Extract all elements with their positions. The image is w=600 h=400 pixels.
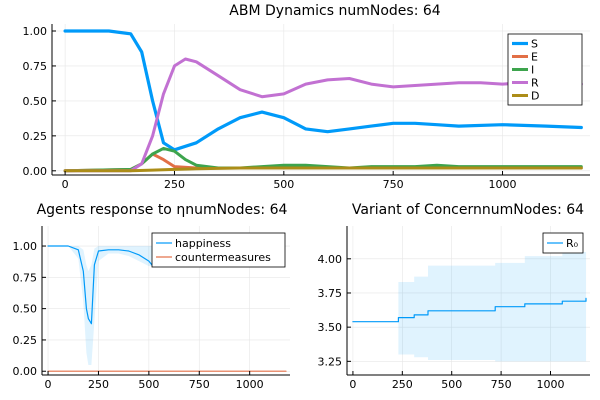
- variant-of-concern-grid: [347, 226, 590, 375]
- p1-y-tick-label-0: 0.00: [23, 165, 48, 178]
- p2-legend-label-happiness: happiness: [175, 237, 231, 250]
- p2-happiness-line: [47, 245, 154, 325]
- p3-x-tick-label-0: 0: [349, 378, 356, 391]
- agents-response-band: [48, 246, 153, 365]
- p3-y-tick-label-2: 3.75: [318, 287, 343, 300]
- p1-legend-label-s: S: [531, 38, 538, 51]
- p3-x-tick-label-1: 250: [392, 378, 413, 391]
- abm-dynamics-title: ABM Dynamics numNodes: 64: [229, 3, 440, 19]
- p1-y-tick-label-2: 0.50: [23, 95, 48, 108]
- agents-response-title: Agents response to ηnumNodes: 64: [37, 202, 288, 218]
- p3-x-tick-label-2: 500: [441, 378, 462, 391]
- p2-x-tick-label-2: 500: [138, 378, 159, 391]
- p1-x-tick-label-3: 750: [383, 178, 404, 191]
- p1-s-line: [63, 29, 583, 152]
- p2-legend-box: [151, 232, 286, 268]
- p3-r-band: [398, 251, 587, 362]
- p2-y-tick-label-1: 0.25: [13, 334, 38, 347]
- p3-r-line: [352, 297, 587, 323]
- p2-y-tick-label-2: 0.50: [13, 303, 38, 316]
- abm-dynamics-panel: ABM Dynamics numNodes: 64 0 250 500 750 1000…: [23, 3, 590, 191]
- p2-y-tick-label-4: 1.00: [13, 240, 38, 253]
- p3-x-tick-label-3: 750: [491, 378, 512, 391]
- p1-d-line: [63, 166, 583, 173]
- variant-of-concern-title: Variant of ConcernnumNodes: 64: [352, 202, 584, 218]
- agents-response-axes: 0 250 500 750 1000 0.00 0.25 0.50 0.75 1.00: [13, 226, 290, 391]
- p3-y-tick-label-3: 4.00: [318, 253, 343, 266]
- agents-response-panel: Agents response to ηnumNodes: 64 0 250 500…: [13, 202, 290, 391]
- p2-x-tick-label-3: 750: [189, 378, 210, 391]
- p2-x-tick-label-0: 0: [45, 378, 52, 391]
- p2-y-tick-label-3: 0.75: [13, 271, 38, 284]
- p1-legend-label-e: E: [531, 51, 538, 64]
- p2-x-tick-label-1: 250: [88, 378, 109, 391]
- abm-dynamics-axes: 0 250 500 750 1000 0.00 0.25 0.50 0.75 1.00: [23, 24, 590, 191]
- p1-x-tick-label-4: 1000: [489, 178, 517, 191]
- p1-x-tick-label-0: 0: [62, 178, 69, 191]
- variant-of-concern-band: [398, 251, 587, 362]
- p1-y-tick-label-4: 1.00: [23, 25, 48, 38]
- p1-y-tick-label-1: 0.25: [23, 130, 48, 143]
- p3-legend-label-r: R₀: [566, 237, 579, 250]
- p3-y-tick-label-1: 3.50: [318, 321, 343, 334]
- agents-response-lines: [47, 245, 287, 372]
- p1-i-line: [63, 146, 583, 173]
- p1-x-tick-label-2: 500: [273, 178, 294, 191]
- p1-legend-label-d: D: [531, 90, 539, 103]
- p1-legend-label-i: I: [531, 64, 534, 77]
- p1-r-line: [63, 57, 583, 173]
- p1-x-tick-label-1: 250: [164, 178, 185, 191]
- abm-dynamics-lines: [63, 29, 583, 173]
- p2-x-tick-label-4: 1000: [236, 378, 264, 391]
- variant-of-concern-panel: Variant of ConcernnumNodes: 64 0 250 500 75…: [318, 202, 590, 391]
- p2-happiness-band: [48, 246, 153, 365]
- variant-of-concern-legend: R₀: [542, 232, 584, 254]
- p3-x-tick-label-4: 1000: [536, 378, 564, 391]
- variant-of-concern-axes: 0 250 500 750 1000 3.25 3.50 3.75 4.00: [318, 226, 590, 391]
- p3-y-tick-label-0: 3.25: [318, 355, 343, 368]
- p2-y-tick-label-0: 0.00: [13, 365, 38, 378]
- p1-y-tick-label-3: 0.75: [23, 60, 48, 73]
- variant-of-concern-lines: [352, 297, 587, 323]
- p1-legend-label-r: R: [531, 77, 539, 90]
- p2-legend-label-countermeasures: countermeasures: [175, 251, 271, 264]
